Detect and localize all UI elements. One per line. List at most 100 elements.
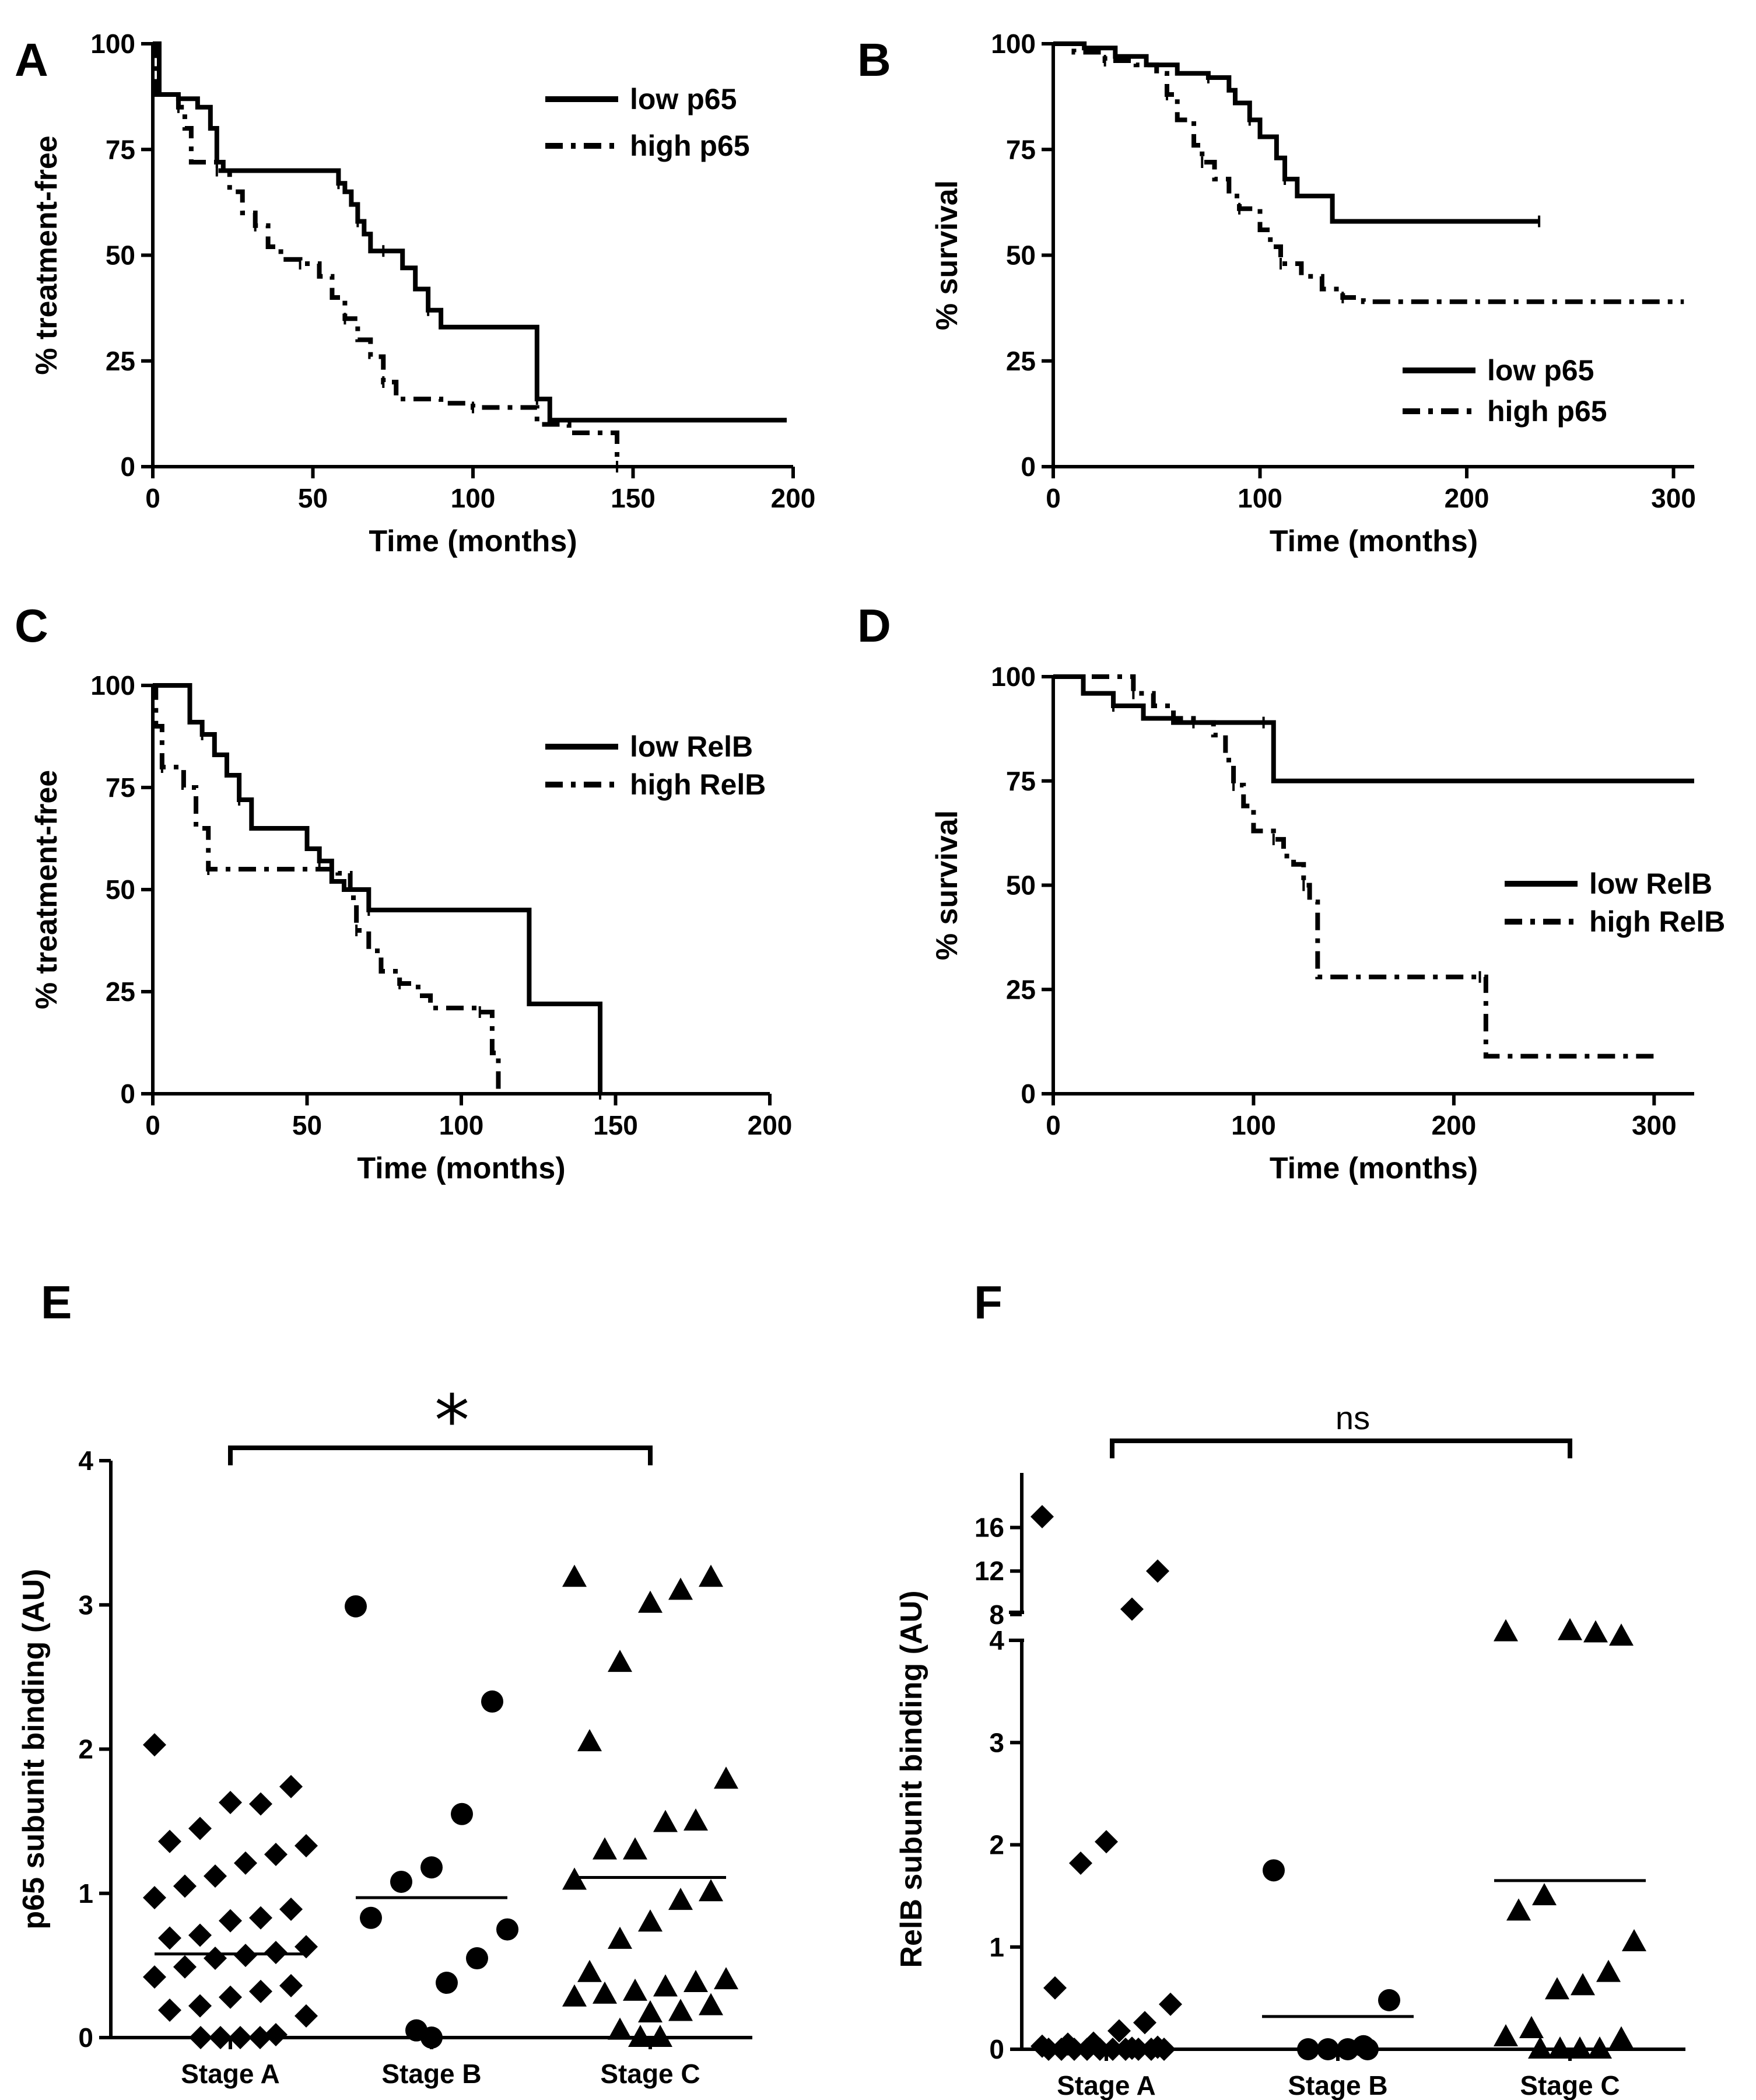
panel-e-point-stage-a bbox=[248, 2026, 272, 2049]
panel-f-significance-label: ns bbox=[1336, 1399, 1370, 1436]
panel-e-point-stage-c bbox=[562, 1984, 587, 2007]
panel-letter-e: E bbox=[41, 1276, 72, 1328]
panel-a-legend-label: high p65 bbox=[630, 130, 750, 162]
panel-a-x-tick-label: 150 bbox=[611, 483, 656, 513]
panel-b-y-tick-label: 25 bbox=[1006, 346, 1036, 376]
panel-b-x-tick-label: 300 bbox=[1651, 483, 1696, 513]
panel-f-point-stage-c bbox=[1583, 1620, 1608, 1643]
panel-c-x-tick-label: 100 bbox=[439, 1110, 484, 1140]
panel-f-y-tick-label: 4 bbox=[989, 1625, 1004, 1656]
panel-d-y-tick-label: 75 bbox=[1006, 766, 1036, 796]
panel-f-point-stage-c bbox=[1532, 1883, 1557, 1906]
panel-f-point-stage-a bbox=[1095, 1830, 1118, 1854]
panel-c-y-tick-label: 100 bbox=[90, 670, 135, 701]
panel-e-point-stage-c bbox=[593, 1981, 617, 2004]
panel-e-point-stage-a bbox=[279, 1774, 303, 1798]
panel-e-point-stage-a bbox=[188, 1994, 212, 2018]
panel-f-point-stage-b bbox=[1378, 1989, 1400, 2011]
panel-d-x-tick-label: 300 bbox=[1632, 1110, 1677, 1140]
panel-e-point-stage-a bbox=[234, 1851, 257, 1875]
panel-b-y-tick-label: 75 bbox=[1006, 134, 1036, 164]
panel-e-point-stage-a bbox=[143, 1886, 166, 1910]
panel-a-legend-label: low p65 bbox=[630, 83, 737, 116]
panel-e-y-tick-label: 4 bbox=[78, 1446, 93, 1476]
panel-f-point-stage-b bbox=[1297, 2038, 1319, 2060]
panel-c-y-tick-label: 75 bbox=[106, 772, 135, 803]
panel-e-x-tick-label: Stage C bbox=[600, 2059, 700, 2089]
panel-b-y-tick-label: 50 bbox=[1006, 240, 1036, 271]
panel-f-y-tick-label: 3 bbox=[989, 1727, 1004, 1758]
panel-e-point-stage-a bbox=[219, 1790, 242, 1814]
panel-d-x-tick-label: 0 bbox=[1046, 1110, 1061, 1140]
panel-c-series-high-relb-line bbox=[153, 683, 501, 1094]
panel-f-y-tick-label: 0 bbox=[989, 2034, 1004, 2064]
panel-f-point-stage-c bbox=[1506, 1898, 1531, 1921]
panel-e-point-stage-c bbox=[628, 2025, 653, 2047]
panel-b-legend-label: high p65 bbox=[1487, 395, 1607, 428]
panel-e-point-stage-b bbox=[420, 1856, 443, 1879]
panel-c-legend-label: low RelB bbox=[630, 730, 753, 763]
panel-e-significance-bracket bbox=[228, 1446, 653, 1465]
panel-e-point-stage-a bbox=[279, 1897, 303, 1921]
panel-e-point-stage-c bbox=[608, 1650, 632, 1672]
panel-e-point-stage-c bbox=[714, 1967, 738, 1990]
panel-f-x-tick-label: Stage C bbox=[1520, 2070, 1620, 2100]
panel-f-point-stage-a bbox=[1146, 1559, 1169, 1583]
panel-a-y-axis-label: % treatment-free bbox=[30, 135, 64, 374]
panel-e-point-stage-c bbox=[699, 1879, 723, 1902]
panel-e-point-stage-a bbox=[229, 2026, 252, 2049]
panel-f-x-tick-label: Stage B bbox=[1288, 2070, 1387, 2100]
panel-e-point-stage-a bbox=[219, 1909, 242, 1933]
panel-e-point-stage-a bbox=[295, 2004, 318, 2028]
panel-f-point-stage-c bbox=[1587, 2036, 1612, 2059]
panel-c-x-tick-label: 200 bbox=[748, 1110, 793, 1140]
panel-f-point-stage-c bbox=[1568, 2036, 1592, 2059]
panel-e-point-stage-c bbox=[668, 1888, 693, 1910]
panel-f-point-stage-b bbox=[1357, 2038, 1379, 2060]
panel-e-point-stage-b bbox=[420, 2027, 443, 2049]
panel-e-point-stage-a bbox=[264, 1842, 288, 1866]
panel-f-point-stage-c bbox=[1609, 1623, 1634, 1646]
panel-e-x-tick-label: Stage A bbox=[181, 2059, 280, 2089]
panel-e-point-stage-c bbox=[648, 2025, 672, 2047]
panel-b-y-tick-label: 0 bbox=[1021, 452, 1036, 482]
panel-f-y-tick-label: 16 bbox=[975, 1513, 1004, 1543]
panel-f-point-stage-a bbox=[1133, 2011, 1156, 2035]
panel-f-y-tick-label: 8 bbox=[989, 1600, 1004, 1630]
panel-f-point-stage-b bbox=[1337, 2038, 1359, 2060]
panel-c-y-tick-label: 0 bbox=[120, 1079, 135, 1109]
panel-a-x-tick-label: 200 bbox=[771, 483, 816, 513]
panel-letter-b: B bbox=[857, 34, 891, 86]
panel-c-y-tick-label: 50 bbox=[106, 874, 135, 905]
panel-e-point-stage-a bbox=[173, 1955, 197, 1979]
panel-a-x-axis-label: Time (months) bbox=[369, 524, 577, 558]
panel-e-point-stage-a bbox=[295, 1834, 318, 1858]
panel-e-point-stage-a bbox=[143, 1733, 166, 1757]
panel-letter-d: D bbox=[857, 600, 891, 652]
panel-e-point-stage-a bbox=[249, 1792, 272, 1816]
panel-e-chart: 0 1 2 3 4 p65 subunit binding (AU) Stage A Stag… bbox=[17, 1381, 752, 2089]
panel-b-x-tick-label: 200 bbox=[1445, 483, 1489, 513]
panel-e-point-stage-c bbox=[638, 1909, 663, 1932]
panel-e-point-stage-a bbox=[249, 1979, 272, 2003]
panel-e-point-stage-c bbox=[593, 1837, 617, 1860]
panel-e-point-stage-c bbox=[608, 2017, 632, 2040]
panel-e-point-stage-a bbox=[204, 1864, 227, 1888]
panel-f-point-stage-c bbox=[1494, 2024, 1518, 2046]
panel-e-point-stage-a bbox=[249, 1906, 272, 1930]
panel-e-y-tick-label: 0 bbox=[78, 2022, 93, 2053]
panel-a-x-tick-label: 0 bbox=[145, 483, 160, 513]
panel-f-point-stage-a bbox=[1120, 1597, 1144, 1621]
panel-d-y-tick-label: 100 bbox=[991, 662, 1036, 692]
panel-c-chart: 0 50 100 150 200 0 25 50 75 100 Time (months) % tre… bbox=[30, 670, 792, 1185]
panel-e-point-stage-b bbox=[496, 1918, 518, 1941]
panel-letter-a: A bbox=[15, 34, 48, 86]
panel-f-point-stage-c bbox=[1571, 1973, 1595, 1996]
panel-d-x-tick-label: 200 bbox=[1432, 1110, 1477, 1140]
panel-a-y-tick-label: 100 bbox=[90, 29, 135, 59]
panel-e-point-stage-c bbox=[699, 1564, 723, 1587]
panel-f-point-stage-a bbox=[1069, 1852, 1092, 1875]
panel-f-y-axis-label: RelB subunit binding (AU) bbox=[895, 1590, 928, 1968]
panel-d-series-high-relb-line bbox=[1053, 674, 1655, 1059]
